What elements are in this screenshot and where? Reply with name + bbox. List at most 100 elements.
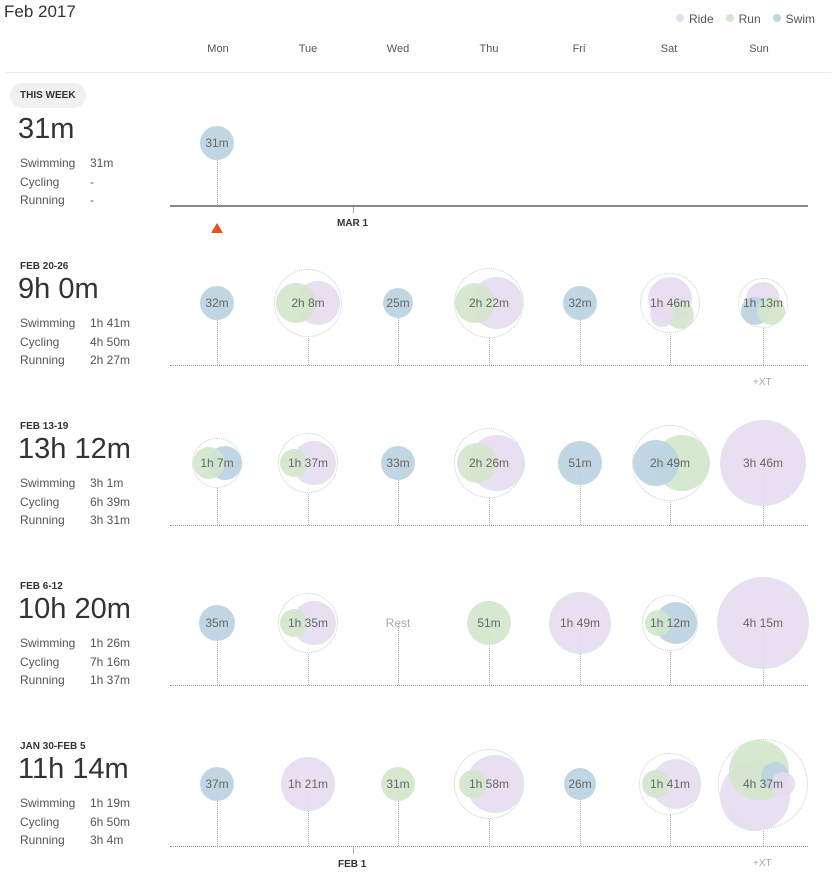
legend-swim: Swim <box>772 12 815 26</box>
run-activity-bubble[interactable] <box>276 283 316 323</box>
cross-training-label: +XT <box>753 858 772 869</box>
week-stat-swimming: Swimming 3h 1m <box>20 476 123 490</box>
day-total-label: 1h 35m <box>287 616 329 630</box>
legend-ride: Ride <box>675 12 714 26</box>
week-stat-cycling: Cycling 4h 50m <box>20 335 130 349</box>
run-activity-bubble[interactable] <box>280 449 308 477</box>
stat-value: 1h 26m <box>90 636 131 650</box>
stat-value: 31m <box>90 156 114 170</box>
stat-value: 1h 41m <box>90 316 131 330</box>
stat-sport: Swimming <box>20 796 76 810</box>
week-stat-running: Running - <box>20 193 94 207</box>
header-divider <box>6 72 831 73</box>
day-stem <box>670 623 671 685</box>
day-header-mon: Mon <box>207 43 229 55</box>
day-stem <box>217 143 218 205</box>
ride-activity-bubble[interactable] <box>771 772 795 796</box>
week-total: 10h 20m <box>18 593 131 625</box>
stat-value: 3h 4m <box>90 833 124 847</box>
stat-sport: Swimming <box>20 636 76 650</box>
swim-activity-bubble[interactable] <box>633 440 679 486</box>
ride-activity-bubble[interactable] <box>281 757 335 811</box>
stat-sport: Running <box>20 193 65 207</box>
day-total-label: 1h 7m <box>200 456 234 470</box>
day-total-label: 51m <box>477 616 501 630</box>
swim-activity-bubble[interactable] <box>199 605 235 641</box>
swim-activity-bubble[interactable] <box>558 441 602 485</box>
week-stat-cycling: Cycling - <box>20 175 94 189</box>
day-total-label: 32m <box>205 296 229 310</box>
week-stat-swimming: Swimming 31m <box>20 156 113 170</box>
day-total-label: 4h 37m <box>742 777 784 791</box>
today-marker-icon <box>211 223 223 233</box>
day-total-label: 1h 37m <box>287 456 329 470</box>
run-activity-bubble[interactable] <box>642 770 670 798</box>
day-total-label: 2h 49m <box>649 456 691 470</box>
stat-sport: Running <box>20 353 65 367</box>
cross-training-label: +XT <box>753 377 772 388</box>
day-total-label: 32m <box>568 296 592 310</box>
stat-value: 1h 37m <box>90 673 131 687</box>
day-total-label: 1h 41m <box>649 777 691 791</box>
day-stem <box>398 784 399 846</box>
stat-value: - <box>90 193 94 207</box>
stat-value: 2h 27m <box>90 353 131 367</box>
swim-activity-bubble[interactable] <box>200 767 234 801</box>
week-stat-running: Running 3h 4m <box>20 833 123 847</box>
week-stat-swimming: Swimming 1h 26m <box>20 636 130 650</box>
month-marker-mar1: MAR 1 <box>337 218 369 229</box>
swim-activity-bubble[interactable] <box>200 286 234 320</box>
day-stem <box>670 784 671 846</box>
day-stem <box>217 463 218 525</box>
ride-activity-bubble[interactable] <box>650 303 674 327</box>
week-stat-cycling: Cycling 7h 16m <box>20 655 130 669</box>
day-total-label: 2h 22m <box>468 296 510 310</box>
run-activity-bubble[interactable] <box>457 443 497 483</box>
week-baseline <box>170 365 808 366</box>
stat-sport: Cycling <box>20 494 60 509</box>
ride-activity-bubble[interactable] <box>720 420 806 506</box>
week-stat-running: Running 2h 27m <box>20 353 130 367</box>
day-header-wed: Wed <box>386 43 410 55</box>
stat-value: 6h 50m <box>90 814 131 829</box>
run-activity-bubble[interactable] <box>645 610 671 636</box>
ride-activity-bubble[interactable] <box>717 577 809 669</box>
run-activity-bubble[interactable] <box>455 283 495 323</box>
week-label: JAN 30-FEB 5 <box>20 741 86 752</box>
day-total-label: 33m <box>386 456 410 470</box>
month-marker-feb1: FEB 1 <box>338 859 367 870</box>
day-stem <box>489 623 490 685</box>
swim-activity-bubble[interactable] <box>383 288 413 318</box>
week-total: 9h 0m <box>18 273 99 305</box>
legend: Ride Run Swim <box>675 12 815 26</box>
day-header-sat: Sat <box>660 43 678 55</box>
swim-activity-bubble[interactable] <box>563 286 597 320</box>
run-activity-bubble[interactable] <box>193 447 225 479</box>
run-activity-bubble[interactable] <box>467 601 511 645</box>
day-total-label: 1h 58m <box>468 777 510 791</box>
swim-activity-bubble[interactable] <box>381 446 415 480</box>
swim-activity-bubble[interactable] <box>200 126 234 160</box>
week-total: 11h 14m <box>18 753 129 785</box>
stat-sport: Swimming <box>20 316 76 330</box>
day-stem <box>308 784 309 846</box>
day-total-label: 25m <box>386 296 410 310</box>
day-total-label: 1h 13m <box>742 296 784 310</box>
swim-activity-bubble[interactable] <box>564 768 596 800</box>
run-activity-bubble[interactable] <box>757 297 785 325</box>
month-tick <box>353 846 354 854</box>
run-activity-bubble[interactable] <box>459 770 487 798</box>
day-stem <box>217 784 218 846</box>
stat-value: 7h 16m <box>90 654 131 669</box>
day-total-label: 4h 15m <box>742 616 784 630</box>
week-label: FEB 13-19 <box>20 421 69 432</box>
stat-value: 4h 50m <box>90 334 131 349</box>
stat-sport: Running <box>20 513 65 527</box>
day-total-label: 1h 21m <box>287 777 329 791</box>
ride-activity-bubble[interactable] <box>549 592 611 654</box>
day-stem <box>580 623 581 685</box>
day-header-fri: Fri <box>572 43 586 55</box>
run-activity-bubble[interactable] <box>280 609 308 637</box>
run-activity-bubble[interactable] <box>381 767 415 801</box>
